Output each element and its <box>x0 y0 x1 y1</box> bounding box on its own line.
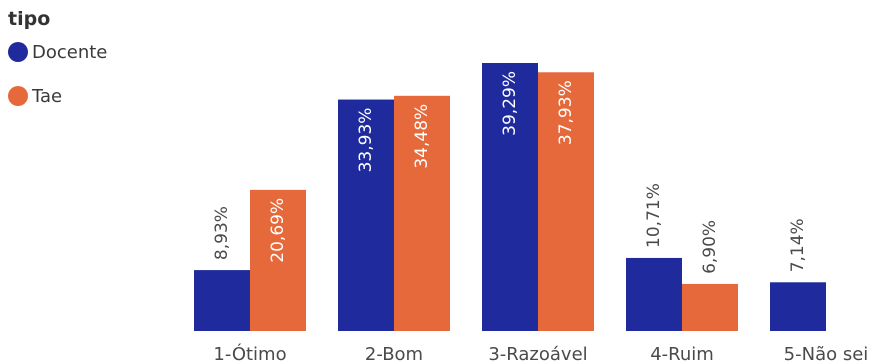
data-label-docente-5: 7,14% <box>788 218 808 272</box>
bar-tae-1[interactable] <box>250 189 306 331</box>
bar-tae-2[interactable] <box>394 95 450 332</box>
chart-legend: tipo Docente Tae <box>8 8 107 108</box>
legend-title: tipo <box>8 8 51 30</box>
category-label-2: 2-Bom <box>365 344 423 363</box>
data-label-tae-1: 20,69% <box>268 198 288 263</box>
category-label-3: 3-Razoável <box>488 344 587 363</box>
bar-docente-2[interactable] <box>338 99 394 331</box>
category-label-4: 4-Ruim <box>650 344 714 363</box>
bar-docente-3[interactable] <box>482 63 538 331</box>
data-label-docente-2: 33,93% <box>356 108 376 173</box>
legend-label-docente: Docente <box>32 41 108 63</box>
legend-item-tae[interactable]: Tae <box>8 84 107 108</box>
legend-marker-docente <box>8 42 28 62</box>
bar-tae-3[interactable] <box>538 72 594 331</box>
data-label-docente-3: 39,29% <box>500 71 520 136</box>
bar-docente-1[interactable] <box>194 270 250 331</box>
legend-marker-tae <box>8 86 28 106</box>
bar-tae-4[interactable] <box>682 283 738 331</box>
data-label-tae-2: 34,48% <box>412 104 432 169</box>
data-label-docente-1: 8,93% <box>212 206 232 260</box>
data-label-tae-4: 6,90% <box>700 220 720 274</box>
bar-docente-5[interactable] <box>770 282 826 331</box>
data-label-tae-3: 37,93% <box>556 80 576 145</box>
legend-item-docente[interactable]: Docente <box>8 40 107 64</box>
category-label-5: 5-Não sei <box>784 344 869 363</box>
bar-docente-4[interactable] <box>626 257 682 331</box>
legend-label-tae: Tae <box>32 85 63 107</box>
category-label-1: 1-Ótimo <box>213 343 286 363</box>
data-label-docente-4: 10,71% <box>644 183 664 248</box>
